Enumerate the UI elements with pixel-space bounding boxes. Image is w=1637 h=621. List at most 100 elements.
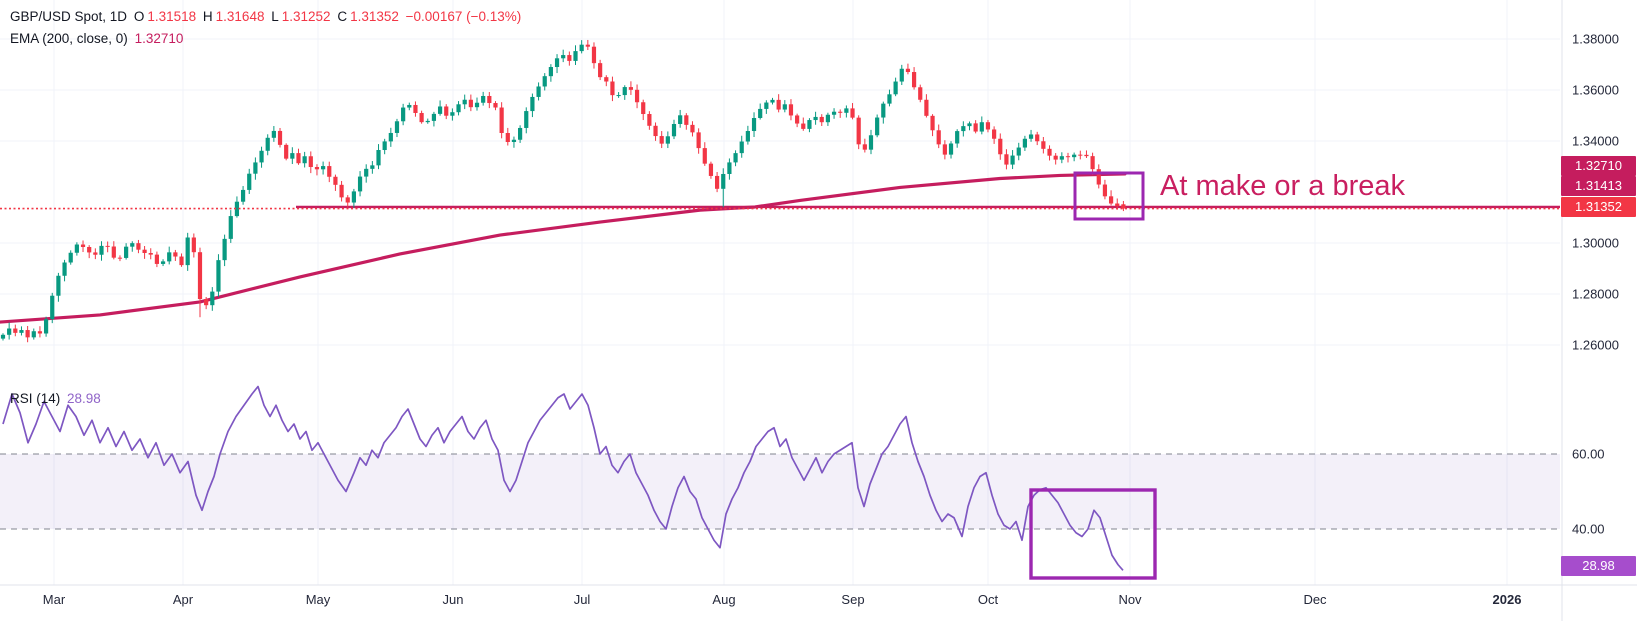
- price-pane[interactable]: [0, 39, 1560, 343]
- candle-body: [456, 104, 461, 113]
- candle-body: [388, 132, 393, 142]
- candle-body: [764, 102, 769, 109]
- candle-body: [807, 120, 812, 129]
- candle-body: [875, 117, 880, 136]
- candle-body: [702, 148, 707, 164]
- time-tick-label: Aug: [712, 592, 736, 607]
- low-label: L: [271, 9, 279, 24]
- candle-body: [684, 115, 689, 125]
- candle-body: [265, 137, 270, 151]
- close-label: C: [337, 9, 348, 24]
- candle-body: [536, 86, 541, 97]
- candle-body: [247, 173, 252, 190]
- candle-body: [19, 330, 24, 333]
- time-tick-label: Mar: [42, 592, 66, 607]
- candle-body: [357, 176, 363, 192]
- candle-body: [351, 191, 356, 203]
- candle-body: [505, 133, 510, 143]
- ema-line[interactable]: [0, 172, 1127, 324]
- rsi-legend[interactable]: RSI (14) 28.98: [10, 391, 104, 406]
- candle-body: [437, 106, 443, 114]
- last-price-badge: 1.31352: [1561, 197, 1636, 217]
- candle-body: [99, 245, 104, 255]
- candle-body: [468, 99, 473, 108]
- candle-body: [998, 138, 1003, 155]
- ema-legend-label[interactable]: EMA (200, close, 0): [10, 31, 128, 46]
- time-tick-label: May: [305, 592, 331, 607]
- high-label: H: [202, 9, 213, 24]
- candle-body: [782, 104, 787, 110]
- candle-body: [511, 139, 517, 143]
- candles-series: [0, 39, 1126, 343]
- price-tick-label: 1.34000: [1572, 133, 1619, 149]
- candle-body: [31, 331, 36, 338]
- candle-body: [548, 67, 553, 77]
- candle-body: [955, 131, 960, 144]
- candle-body: [628, 87, 634, 90]
- candle-body: [370, 165, 375, 169]
- candle-body: [905, 68, 911, 73]
- rsi-pane[interactable]: [0, 385, 1560, 571]
- candle-body: [1028, 134, 1034, 139]
- rsi-tick-label: 60.00: [1572, 446, 1605, 462]
- high-value: 1.31648: [215, 9, 265, 24]
- symbol-legend[interactable]: GBP/USD Spot, 1D O 1.31518 H 1.31648 L 1.31…: [10, 9, 524, 24]
- time-tick-label: Jun: [442, 592, 464, 607]
- candle-body: [339, 184, 344, 198]
- candle-body: [222, 238, 227, 261]
- candle-body: [899, 68, 904, 82]
- candle-body: [721, 173, 726, 189]
- candle-body: [961, 126, 966, 132]
- candle-body: [253, 162, 258, 174]
- candle-body: [647, 114, 652, 126]
- candle-body: [930, 115, 935, 131]
- candle-body: [1059, 156, 1064, 160]
- candle-body: [284, 144, 289, 159]
- ema-legend[interactable]: EMA (200, close, 0) 1.32710: [10, 31, 186, 46]
- candle-body: [37, 331, 43, 334]
- candle-body: [598, 63, 603, 78]
- price-box-drawing[interactable]: [1073, 171, 1145, 221]
- candle-body: [936, 130, 941, 145]
- symbol-title[interactable]: GBP/USD Spot, 1D: [10, 9, 128, 24]
- candle-body: [216, 260, 221, 292]
- candle-body: [62, 262, 67, 276]
- candle-body: [727, 162, 732, 174]
- candle-body: [924, 99, 929, 116]
- candle-body: [665, 136, 670, 144]
- open-label: O: [133, 9, 145, 24]
- rsi-legend-value: 28.98: [67, 391, 101, 406]
- candle-body: [302, 156, 307, 164]
- candle-body: [862, 144, 867, 150]
- candle-body: [918, 87, 923, 100]
- candle-body: [1016, 147, 1021, 156]
- candle-body: [210, 291, 215, 306]
- candle-body: [819, 116, 824, 123]
- candle-body: [1065, 156, 1071, 158]
- candle-body: [382, 141, 387, 151]
- candle-body: [296, 153, 301, 164]
- candle-body: [659, 136, 664, 144]
- candle-body: [942, 144, 947, 155]
- rsi-box-drawing[interactable]: [1029, 488, 1157, 580]
- rsi-legend-label[interactable]: RSI (14): [10, 391, 61, 406]
- candle-body: [93, 252, 98, 255]
- candle-body: [985, 122, 991, 130]
- candle-body: [542, 76, 547, 87]
- text-drawing-annotation[interactable]: At make or a break: [1160, 170, 1405, 202]
- candle-body: [678, 115, 683, 124]
- candle-body: [80, 244, 86, 248]
- candle-body: [788, 104, 794, 116]
- candle-body: [419, 112, 424, 123]
- time-tick-label: Sep: [841, 592, 865, 607]
- candle-body: [579, 44, 584, 52]
- candle-body: [130, 243, 135, 247]
- candle-body: [967, 123, 972, 127]
- rsi-line[interactable]: [2, 385, 1124, 571]
- candle-body: [204, 299, 209, 306]
- candle-body: [136, 243, 141, 250]
- time-tick-label: Apr: [172, 592, 194, 607]
- price-tick-label: 1.28000: [1572, 286, 1619, 302]
